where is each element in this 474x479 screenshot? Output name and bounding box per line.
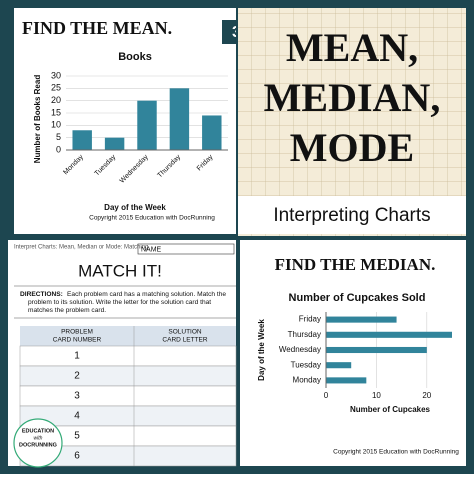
heading: FIND THE MEAN. bbox=[22, 18, 172, 38]
bar bbox=[326, 362, 352, 369]
cover-line: MODE bbox=[290, 125, 414, 170]
table-header-bg bbox=[20, 326, 236, 346]
directions-line: problem to its solution. Write the lette… bbox=[28, 299, 211, 306]
y-tick-label: 0 bbox=[56, 144, 61, 154]
subtitle-band bbox=[238, 196, 466, 234]
logo bbox=[13, 418, 63, 468]
bar bbox=[326, 377, 367, 384]
y-axis-label: Day of the Week bbox=[257, 319, 266, 381]
logo-text: DOCRUNNING bbox=[19, 442, 57, 448]
card-number-box bbox=[222, 20, 236, 44]
x-tick-label: 10 bbox=[372, 391, 381, 400]
table-header: CARD NUMBER bbox=[53, 337, 102, 344]
y-tick-label: 10 bbox=[51, 120, 61, 130]
bar bbox=[326, 331, 452, 338]
worksheet-title: MATCH IT! bbox=[78, 261, 162, 280]
table-row bbox=[19, 365, 237, 387]
worksheet-header: Interpret Charts: Mean, Median or Mode: … bbox=[14, 245, 148, 251]
x-axis-label: Number of Cupcakes bbox=[350, 405, 431, 414]
bar bbox=[137, 100, 157, 150]
directions-label: DIRECTIONS: bbox=[20, 291, 63, 298]
y-tick-label: Thursday bbox=[288, 330, 321, 339]
cover-line: MEDIAN, bbox=[264, 75, 441, 120]
table-cell: 1 bbox=[74, 351, 80, 362]
table-cell: 4 bbox=[74, 411, 80, 422]
y-tick-label: 30 bbox=[51, 70, 61, 80]
panel-edge bbox=[8, 8, 14, 234]
bar bbox=[202, 115, 222, 150]
bar bbox=[104, 137, 125, 150]
table-cell: 2 bbox=[74, 371, 80, 382]
name-box bbox=[137, 243, 235, 255]
table-header: CARD LETTER bbox=[162, 337, 207, 344]
y-axis-label: Number of Books Read bbox=[33, 75, 42, 164]
bar bbox=[169, 88, 190, 150]
footer: Copyright 2015 Education with DocRunning bbox=[333, 449, 459, 456]
bar bbox=[326, 346, 427, 354]
table-cell: 3 bbox=[74, 391, 80, 402]
card-number: 3 bbox=[232, 24, 241, 41]
directions-line: matches the problem card. bbox=[28, 307, 106, 314]
cover-subtitle: Interpreting Charts bbox=[273, 205, 430, 226]
name-label: NAME bbox=[141, 246, 162, 253]
y-tick-label: Monday bbox=[293, 376, 321, 385]
table-row bbox=[19, 405, 237, 427]
table-header: PROBLEM bbox=[61, 329, 93, 336]
chart-title: Number of Cupcakes Sold bbox=[289, 292, 426, 304]
bar bbox=[326, 316, 397, 323]
y-tick-label: 20 bbox=[51, 95, 61, 105]
table-row bbox=[19, 385, 237, 407]
logo-text: with bbox=[34, 435, 43, 441]
y-tick-label: Tuesday bbox=[291, 360, 321, 369]
y-tick-label: Friday bbox=[299, 315, 321, 324]
y-tick-label: 15 bbox=[51, 107, 61, 117]
y-tick-label: Wednesday bbox=[279, 345, 321, 354]
panel-mean bbox=[8, 8, 236, 234]
logo-text: EDUCATION bbox=[22, 428, 54, 434]
directions-line: Each problem card has a matching solutio… bbox=[67, 291, 226, 298]
table-cell: 6 bbox=[74, 451, 80, 462]
table-header: SOLUTION bbox=[168, 329, 202, 336]
footer: Copyright 2015 Education with DocRunning bbox=[89, 215, 215, 222]
y-tick-label: 5 bbox=[56, 132, 61, 142]
table-cell: 5 bbox=[74, 431, 80, 442]
y-tick-label: 25 bbox=[51, 83, 61, 93]
heading: FIND THE MEDIAN. bbox=[275, 255, 436, 274]
chart-title: Books bbox=[118, 51, 152, 63]
table-row bbox=[19, 345, 237, 367]
bar bbox=[72, 130, 92, 150]
x-tick-label: 20 bbox=[422, 391, 431, 400]
cover-line: MEAN, bbox=[286, 25, 418, 70]
x-tick-label: 0 bbox=[324, 391, 329, 400]
x-axis-label: Day of the Week bbox=[104, 203, 166, 212]
